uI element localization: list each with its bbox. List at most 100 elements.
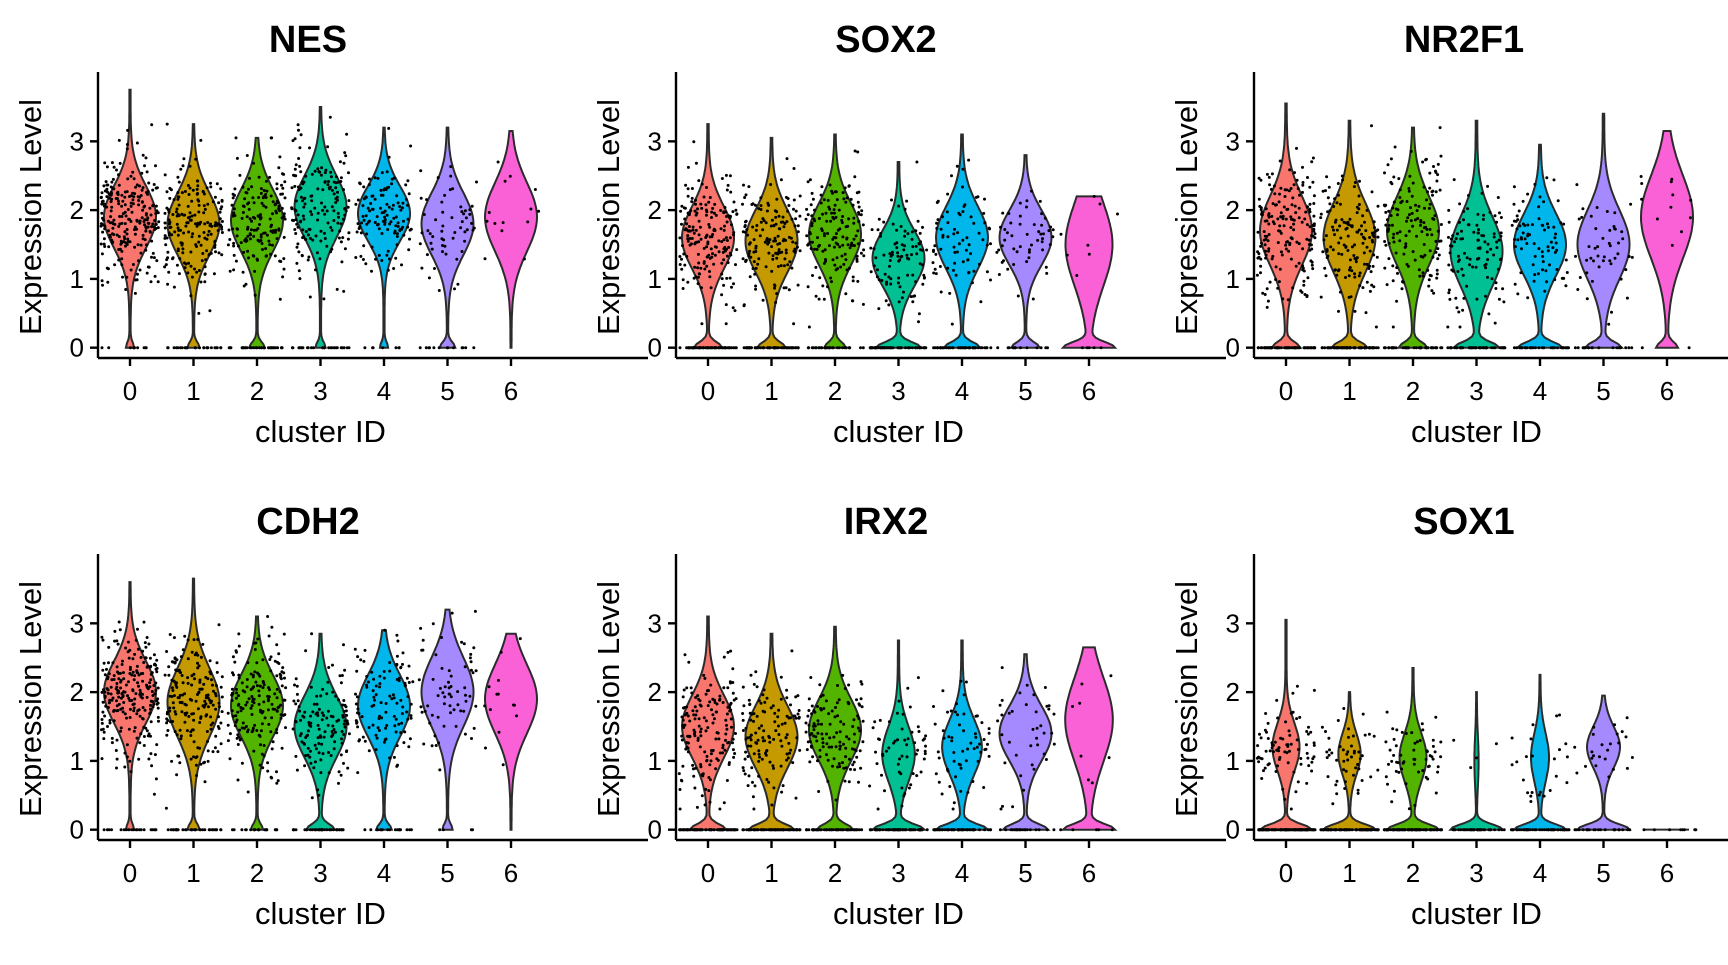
data-point xyxy=(874,346,877,349)
data-point xyxy=(316,167,319,170)
data-point xyxy=(1392,233,1395,236)
data-point xyxy=(876,762,879,765)
data-point xyxy=(1259,265,1262,268)
data-point xyxy=(830,280,833,283)
data-point xyxy=(1401,287,1404,290)
data-point xyxy=(342,733,345,736)
data-point xyxy=(1524,237,1527,240)
data-point xyxy=(856,280,859,283)
data-point xyxy=(133,674,136,677)
data-point xyxy=(362,244,365,247)
data-point xyxy=(343,669,346,672)
data-point xyxy=(742,729,745,732)
data-point xyxy=(385,254,388,257)
data-point xyxy=(771,764,774,767)
data-point xyxy=(1533,183,1536,186)
x-axis-label: cluster ID xyxy=(255,414,386,449)
data-point xyxy=(1616,252,1619,255)
data-point xyxy=(318,257,321,260)
data-point xyxy=(144,646,147,649)
data-point xyxy=(146,696,149,699)
data-point xyxy=(859,767,862,770)
data-point xyxy=(1371,232,1374,235)
data-point xyxy=(727,261,730,264)
data-point xyxy=(257,689,260,692)
data-point xyxy=(137,243,140,246)
data-point xyxy=(126,147,129,150)
data-point xyxy=(106,725,109,728)
data-point xyxy=(1308,243,1311,246)
data-point xyxy=(184,346,187,349)
data-point xyxy=(703,196,706,199)
data-point xyxy=(910,253,913,256)
data-point xyxy=(770,245,773,248)
data-point xyxy=(880,774,883,777)
data-point xyxy=(410,717,413,720)
data-point xyxy=(681,244,684,247)
data-point xyxy=(835,731,838,734)
data-point xyxy=(214,708,217,711)
data-point xyxy=(192,712,195,715)
data-point xyxy=(210,700,213,703)
data-point xyxy=(190,758,193,761)
data-point xyxy=(372,689,375,692)
x-tick-label: 2 xyxy=(828,858,842,888)
data-point xyxy=(983,198,986,201)
data-point xyxy=(1007,346,1010,349)
data-point xyxy=(173,286,176,289)
data-point xyxy=(337,719,340,722)
data-point xyxy=(374,258,377,261)
data-point xyxy=(726,221,729,224)
data-point xyxy=(1360,224,1363,227)
data-point xyxy=(1285,248,1288,251)
data-point xyxy=(1430,233,1433,236)
data-point xyxy=(1060,233,1063,236)
data-point xyxy=(1448,221,1451,224)
data-point xyxy=(231,671,234,674)
data-point xyxy=(1460,230,1463,233)
data-point xyxy=(833,246,836,249)
data-point xyxy=(836,701,839,704)
data-point xyxy=(879,346,882,349)
data-point xyxy=(144,641,147,644)
data-point xyxy=(345,750,348,753)
data-point xyxy=(1401,200,1404,203)
data-point xyxy=(1447,291,1450,294)
data-point xyxy=(1301,166,1304,169)
data-point xyxy=(337,782,340,785)
data-point xyxy=(985,346,988,349)
data-point xyxy=(441,211,444,214)
data-point xyxy=(686,735,689,738)
data-point xyxy=(829,277,832,280)
data-point xyxy=(691,709,694,712)
data-point xyxy=(1257,346,1260,349)
data-point xyxy=(137,758,140,761)
data-point xyxy=(797,224,800,227)
data-point xyxy=(1314,232,1317,235)
y-tick-label: 3 xyxy=(1226,126,1240,156)
data-point xyxy=(445,253,448,256)
data-point xyxy=(744,751,747,754)
data-point xyxy=(690,692,693,695)
data-point xyxy=(841,221,844,224)
data-point xyxy=(919,240,922,243)
data-point xyxy=(688,225,691,228)
data-point xyxy=(180,655,183,658)
data-point xyxy=(317,794,320,797)
data-point xyxy=(105,180,108,183)
data-point xyxy=(680,779,683,782)
data-point xyxy=(144,346,147,349)
data-point xyxy=(1440,155,1443,158)
data-point xyxy=(1454,297,1457,300)
data-point xyxy=(703,750,706,753)
data-point xyxy=(887,303,890,306)
data-point xyxy=(410,828,413,831)
data-point xyxy=(281,207,284,210)
data-point xyxy=(815,295,818,298)
data-point xyxy=(921,283,924,286)
data-point xyxy=(981,238,984,241)
data-point xyxy=(297,129,300,132)
data-point xyxy=(841,761,844,764)
data-point xyxy=(1086,244,1089,247)
data-point xyxy=(1260,179,1263,182)
